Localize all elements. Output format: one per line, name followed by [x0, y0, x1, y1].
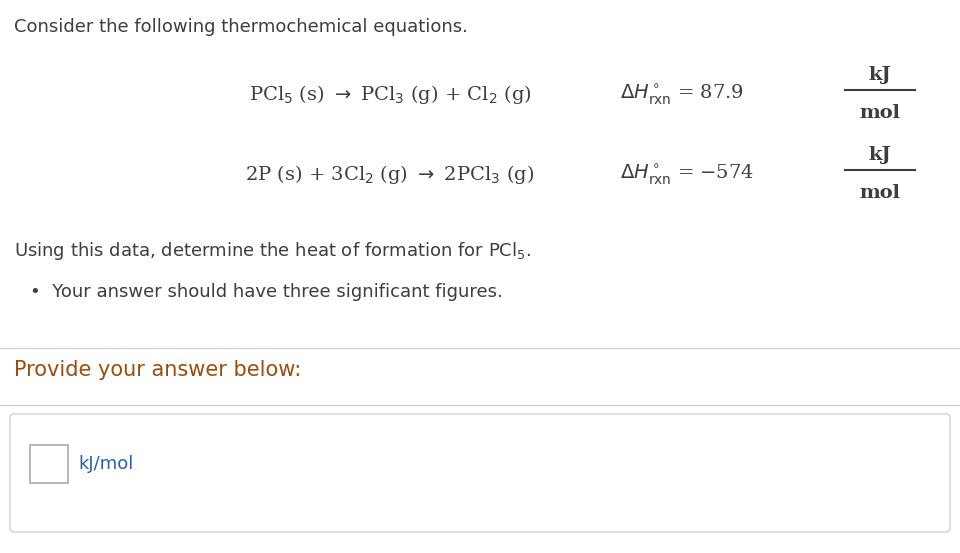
- Text: Using this data, determine the heat of formation for PCl$_5$.: Using this data, determine the heat of f…: [14, 240, 531, 262]
- FancyBboxPatch shape: [10, 414, 950, 532]
- Text: kJ: kJ: [869, 66, 892, 84]
- Text: •  Your answer should have three significant figures.: • Your answer should have three signific…: [30, 283, 503, 301]
- Text: $\Delta H^\circ_{\mathrm{rxn}}$ = −574: $\Delta H^\circ_{\mathrm{rxn}}$ = −574: [620, 163, 754, 187]
- Text: PCl$_5$ (s) $\rightarrow$ PCl$_3$ (g) + Cl$_2$ (g): PCl$_5$ (s) $\rightarrow$ PCl$_3$ (g) + …: [249, 84, 531, 107]
- Text: Consider the following thermochemical equations.: Consider the following thermochemical eq…: [14, 18, 468, 36]
- Text: mol: mol: [859, 104, 900, 122]
- Text: $\Delta H^\circ_{\mathrm{rxn}}$ = 87.9: $\Delta H^\circ_{\mathrm{rxn}}$ = 87.9: [620, 82, 744, 107]
- Text: kJ/mol: kJ/mol: [78, 455, 133, 473]
- Text: 2P (s) + 3Cl$_2$ (g) $\rightarrow$ 2PCl$_3$ (g): 2P (s) + 3Cl$_2$ (g) $\rightarrow$ 2PCl$…: [246, 164, 535, 186]
- Text: Provide your answer below:: Provide your answer below:: [14, 360, 301, 380]
- FancyBboxPatch shape: [30, 445, 68, 483]
- Text: kJ: kJ: [869, 146, 892, 164]
- Text: mol: mol: [859, 184, 900, 202]
